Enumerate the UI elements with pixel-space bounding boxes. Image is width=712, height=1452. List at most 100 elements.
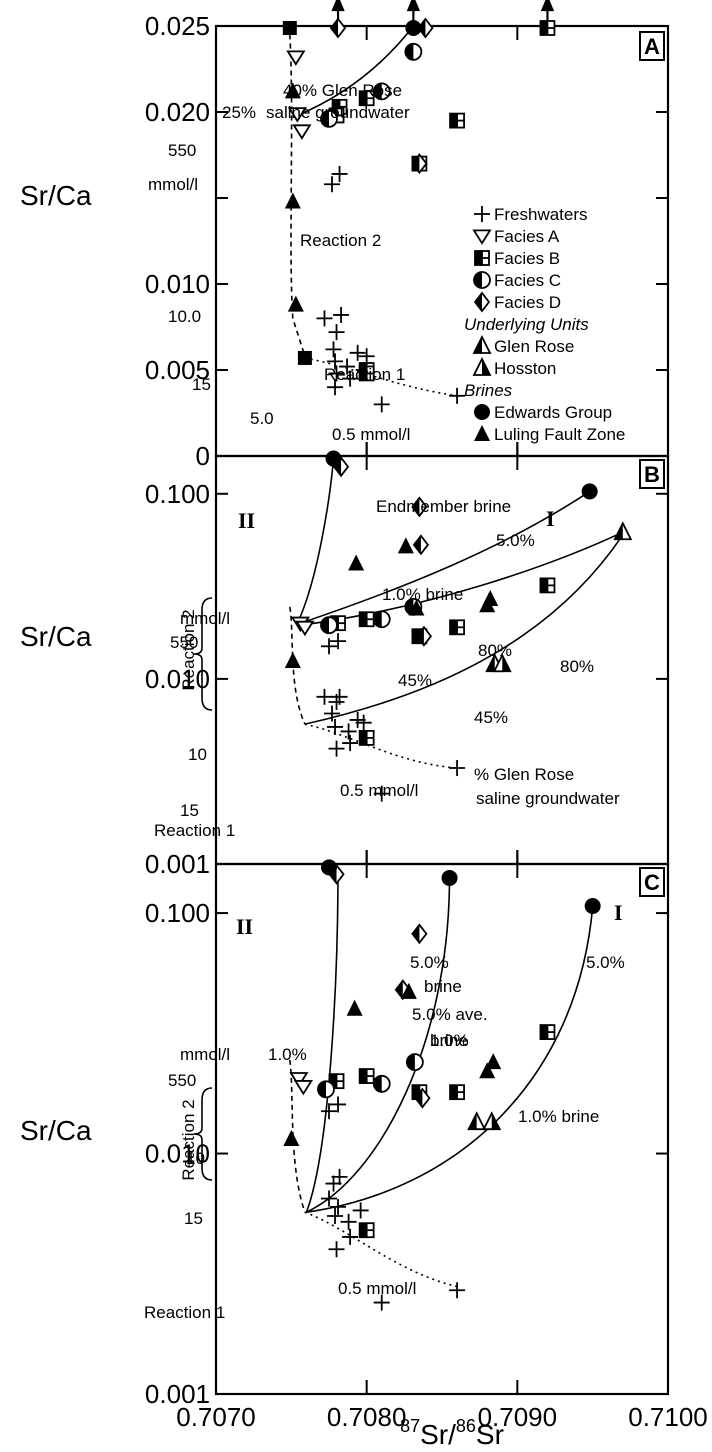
panel-label-c: C bbox=[644, 870, 660, 895]
panel-b-point-facies-d-3 bbox=[415, 625, 433, 647]
panel-b-point-hosston-0 bbox=[492, 653, 512, 673]
panel-c-point-freshwaters-10 bbox=[342, 1228, 359, 1245]
panel-a-annotation-4: mmol/l bbox=[148, 175, 198, 194]
panel-b-point-facies-b-1 bbox=[358, 611, 375, 628]
panel-b-ytick-2: 0.001 bbox=[145, 849, 210, 879]
panel-a-point-facies-a-1 bbox=[287, 107, 307, 123]
panel-c-annotation-5: brine bbox=[430, 1031, 468, 1050]
legend-heading-underlying-units: Underlying Units bbox=[464, 315, 589, 334]
panel-label-a: A bbox=[644, 34, 660, 59]
panel-b-point-facies-b-5 bbox=[358, 729, 375, 746]
panel-b-point-facies-b-3 bbox=[449, 619, 465, 636]
panel-a-point-freshwaters-11 bbox=[349, 344, 366, 361]
panel-c-point-luling-fault-zone-2 bbox=[400, 982, 417, 999]
legend-marker-facies-c bbox=[473, 271, 491, 289]
panel-a-point-facies-d-1 bbox=[417, 17, 434, 39]
panel-b-point-facies-d-1 bbox=[411, 496, 428, 518]
panel-b-point-facies-b-4 bbox=[539, 577, 556, 594]
panel-a-point-facies-d-0 bbox=[329, 17, 347, 39]
panel-a-point-facies-b-7 bbox=[539, 20, 556, 36]
panel-b-annotation-7: 45% bbox=[398, 671, 432, 690]
x-axis-title: 87Sr/86Sr bbox=[400, 1416, 504, 1450]
panel-a-point-freshwaters-14 bbox=[373, 396, 390, 413]
panel-b-point-freshwaters-0 bbox=[321, 638, 337, 655]
panel-c-annotation-3: brine bbox=[424, 977, 462, 996]
legend-label-edwards-group: Edwards Group bbox=[494, 403, 612, 422]
legend-marker-edwards-group bbox=[474, 404, 490, 420]
panel-b-point-facies-a-1 bbox=[295, 620, 315, 637]
panel-a-ytick-0: 0.025 bbox=[145, 11, 210, 41]
panel-b-point-freshwaters-10 bbox=[342, 735, 359, 752]
y-axis-title-c: Sr/Ca bbox=[20, 1115, 92, 1146]
panel-a-annotation-9: 5.0 bbox=[250, 409, 274, 428]
panel-c-point-freshwaters-11 bbox=[373, 1294, 390, 1311]
panel-a-point-facies-b-6 bbox=[358, 365, 375, 382]
panel-c-annotation-9: 1.0% brine bbox=[518, 1107, 599, 1126]
panel-c-ytick-2: 0.001 bbox=[145, 1379, 210, 1409]
panel-a-point-facies-c-0 bbox=[320, 109, 338, 128]
panel-c-point-facies-c-0 bbox=[317, 1080, 335, 1099]
panel-b-point-luling-fault-zone-1 bbox=[348, 554, 365, 571]
y-axis-title-a: Sr/Ca bbox=[20, 180, 92, 211]
panel-a-point-facies-c-1 bbox=[372, 82, 391, 101]
panel-c-point-facies-a-1 bbox=[293, 1080, 314, 1096]
panel-b-annotation-5: 80% bbox=[478, 641, 512, 660]
panel-c-point-freshwaters-12 bbox=[449, 1282, 466, 1299]
panel-c-point-freshwaters-7 bbox=[340, 1213, 357, 1230]
legend-marker-freshwaters bbox=[474, 206, 490, 222]
panel-c-point-edwards-group-0 bbox=[321, 859, 337, 876]
panel-c-annotation-15: 0.5 mmol/l bbox=[338, 1279, 416, 1298]
panel-b-annotation-16: 0.5 mmol/l bbox=[340, 781, 418, 800]
y-axis-title-b: Sr/Ca bbox=[20, 621, 92, 652]
panel-c-annotation-7: 1.0% bbox=[430, 1031, 469, 1050]
panel-c-point-facies-b-1 bbox=[358, 1068, 375, 1084]
panel-a-annotation-10: 0.5 mmol/l bbox=[332, 425, 410, 444]
x-tick-label-3: 0.7100 bbox=[628, 1402, 708, 1432]
panel-a-annotation-2: 25% bbox=[222, 103, 256, 122]
panel-c-point-freshwaters-9 bbox=[328, 1241, 345, 1258]
panel-b-point-facies-c-0 bbox=[320, 616, 338, 635]
panel-a-point-freshwaters-8 bbox=[358, 348, 375, 365]
panel-c-point-luling-fault-zone-0 bbox=[283, 1129, 300, 1146]
panel-c-point-freshwaters-6 bbox=[327, 1207, 344, 1224]
panel-b-annotation-3: 5.0% bbox=[496, 531, 535, 550]
panel-b-point-freshwaters-6 bbox=[327, 718, 344, 735]
panel-c-ytick-0: 0.100 bbox=[145, 898, 210, 928]
panel-b-point-freshwaters-4 bbox=[324, 705, 341, 722]
panel-b-annotation-14: % Glen Rose bbox=[474, 765, 574, 784]
panel-a-point-freshwaters-0 bbox=[324, 176, 341, 193]
panel-c-point-edwards-group-1 bbox=[441, 869, 458, 886]
panel-c-point-edwards-group-2 bbox=[584, 898, 601, 915]
panel-b-annotation-9: mmol/l bbox=[180, 609, 230, 628]
x-tick-label-0: 0.7070 bbox=[176, 1402, 256, 1432]
legend-marker-facies-d bbox=[473, 291, 491, 313]
panel-c-point-facies-d-3 bbox=[414, 1087, 431, 1109]
panel-c-annotation-0: II bbox=[236, 914, 253, 939]
panel-c-point-luling-fault-zone-4 bbox=[485, 1053, 502, 1070]
panel-a-point-freshwaters-15 bbox=[449, 387, 466, 404]
x-tick-label-2: 0.7090 bbox=[478, 1402, 558, 1432]
panel-c-point-facies-b-5 bbox=[358, 1222, 375, 1239]
panel-b-point-luling-fault-zone-3 bbox=[408, 599, 425, 616]
legend-marker-facies-b bbox=[474, 250, 490, 266]
panel-a-annotation-3: 550 bbox=[168, 141, 196, 160]
panel-a-point-luling-fault-zone-2 bbox=[287, 295, 304, 312]
panel-c-annotation-14: 15 bbox=[184, 1209, 203, 1228]
panel-a-annotation-5: Reaction 2 bbox=[300, 231, 381, 250]
panel-c-annotation-2: 5.0% bbox=[410, 953, 449, 972]
legend-marker-facies-a bbox=[472, 229, 492, 245]
panel-b-ytick-1: 0.010 bbox=[145, 664, 210, 694]
panel-c-point-luling-fault-zone-3 bbox=[479, 1062, 496, 1079]
panel-c-point-freshwaters-5 bbox=[330, 1198, 347, 1215]
panel-a-point-freshwaters-13 bbox=[327, 379, 344, 396]
panel-b-point-freshwaters-1 bbox=[330, 633, 347, 650]
panel-c-ytick-1: 0.010 bbox=[145, 1139, 210, 1169]
panel-a-point-facies-b-4 bbox=[449, 112, 465, 129]
panel-b-reaction-2-label: Reaction 2 bbox=[179, 609, 198, 690]
panel-a-annotation-6: 10.0 bbox=[168, 307, 201, 326]
panel-a-point-freshwaters-9 bbox=[328, 365, 345, 382]
panel-a-ytick-3: 0.005 bbox=[145, 355, 210, 385]
panel-b-annotation-6: 80% bbox=[560, 657, 594, 676]
panel-c-point-facies-d-1 bbox=[411, 923, 428, 945]
panel-c-point-hosston-0 bbox=[482, 1111, 502, 1131]
